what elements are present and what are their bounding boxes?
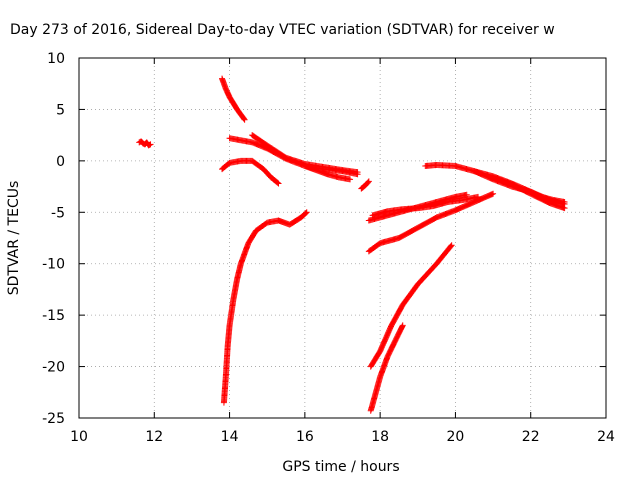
data-series: [136, 138, 154, 149]
grid-lines: [79, 58, 606, 418]
x-tick-label: 18: [371, 429, 389, 445]
data-point-marker: [274, 179, 281, 186]
x-tick-label: 10: [70, 429, 88, 445]
data-point-marker: [490, 190, 497, 197]
data-point-marker: [399, 322, 406, 329]
plot-frame: [78, 57, 607, 419]
data-series: [219, 157, 282, 187]
data-point-marker: [354, 169, 361, 176]
data-point-marker: [399, 323, 406, 330]
data-point-marker: [447, 243, 454, 250]
data-point-marker: [241, 115, 248, 122]
y-tick-label: 10: [47, 51, 65, 67]
y-tick-label: 0: [56, 154, 65, 170]
y-tick-label: 5: [56, 102, 65, 118]
x-tick-label: 14: [221, 429, 239, 445]
data-series: [301, 163, 354, 183]
data-point-marker: [241, 116, 248, 123]
data-series: [490, 174, 568, 212]
data-point-marker: [146, 141, 153, 148]
y-tick-label: -15: [42, 308, 65, 324]
data-point-marker: [365, 178, 372, 185]
y-tick-label: -10: [42, 257, 65, 273]
x-axis-title: GPS time / hours: [282, 459, 399, 475]
chart-title: Day 273 of 2016, Sidereal Day-to-day VTE…: [10, 22, 555, 38]
data-series: [249, 132, 361, 176]
x-tick-label: 20: [447, 429, 465, 445]
axis-ticks: 10 12 14 16 18 20 22 24 10 5 0 -5 -10 -15 -20 -25: [42, 51, 615, 445]
y-axis-title: SDTVAR / TECUs: [6, 181, 22, 296]
data-series: [358, 178, 372, 192]
data-point-marker: [448, 242, 455, 249]
data-point-marker: [365, 179, 372, 186]
data-series: [367, 242, 455, 370]
data-point-marker: [475, 193, 482, 200]
y-tick-label: -25: [42, 411, 65, 427]
x-tick-label: 24: [597, 429, 615, 445]
data-points: [136, 75, 568, 414]
data-point-marker: [561, 205, 568, 212]
data-series: [220, 209, 310, 406]
data-point-marker: [303, 209, 310, 216]
x-tick-label: 16: [296, 429, 314, 445]
data-point-marker: [275, 180, 282, 187]
data-series: [219, 75, 248, 123]
data-point-marker: [302, 210, 309, 217]
data-point-marker: [561, 199, 568, 205]
data-point-marker: [347, 176, 354, 183]
data-point-marker: [147, 141, 154, 148]
y-tick-label: -20: [42, 360, 65, 376]
data-series: [369, 193, 482, 219]
y-tick-label: -5: [51, 205, 65, 221]
data-series: [365, 190, 497, 255]
x-tick-label: 22: [522, 429, 540, 445]
x-tick-label: 12: [145, 429, 163, 445]
data-series: [367, 322, 406, 414]
